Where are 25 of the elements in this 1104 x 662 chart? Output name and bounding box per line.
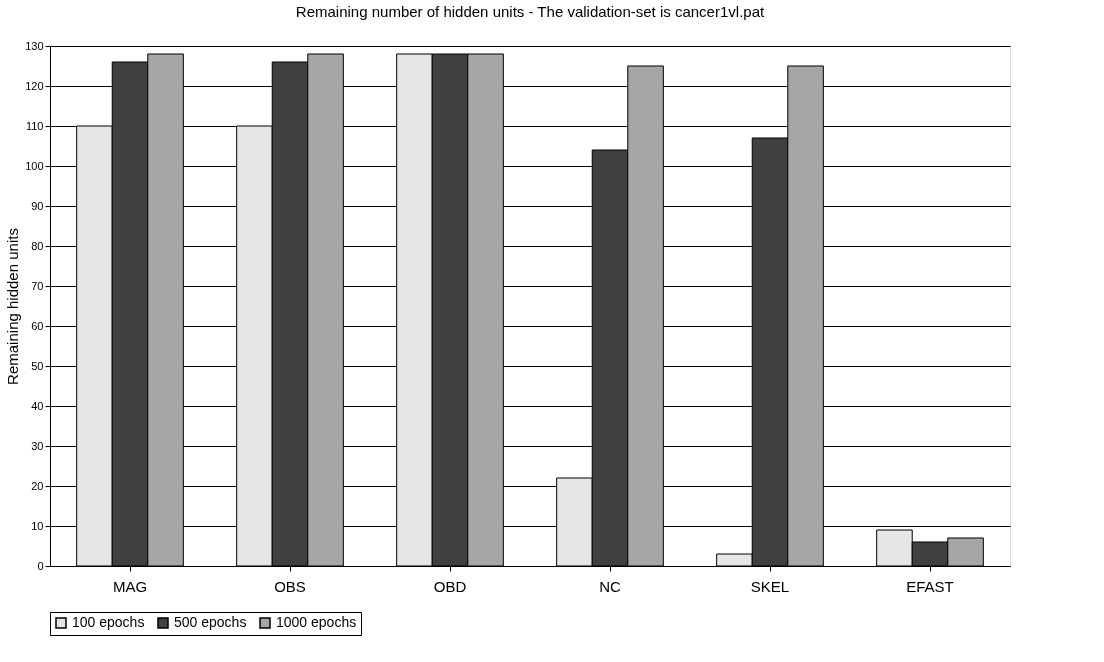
- y-tick-label: 40: [31, 399, 44, 412]
- x-tick-label: OBD: [433, 577, 467, 595]
- x-tick-label: OBS: [274, 577, 306, 595]
- y-axis-title: Remaining hidden units: [4, 228, 22, 385]
- y-tick-label: 20: [31, 479, 44, 492]
- y-tick-label: 110: [25, 119, 44, 132]
- y-tick-label: 50: [31, 359, 44, 372]
- y-tick-label: 90: [31, 199, 44, 212]
- chart-title: Remaining number of hidden units - The validation-set is cancer1vl.pat: [295, 3, 765, 20]
- x-tick-label: MAG: [112, 577, 148, 595]
- y-tick-label: 80: [31, 239, 44, 252]
- x-tick-label: NC: [599, 577, 621, 595]
- y-tick-label: 0: [37, 559, 44, 572]
- y-tick-label: 10: [31, 519, 44, 532]
- legend-label: 500 epochs: [174, 614, 247, 630]
- y-tick-label: 70: [31, 279, 44, 292]
- y-tick-label: 120: [25, 79, 44, 92]
- y-tick-label: 30: [31, 439, 44, 452]
- legend-label: 100 epochs: [72, 614, 145, 630]
- legend-label: 1000 epochs: [276, 614, 357, 630]
- y-tick-label: 130: [25, 39, 44, 52]
- x-tick-label: SKEL: [750, 577, 790, 595]
- x-tick-label: EFAST: [906, 577, 954, 595]
- y-tick-label: 60: [31, 319, 44, 332]
- y-tick-label: 100: [25, 159, 44, 172]
